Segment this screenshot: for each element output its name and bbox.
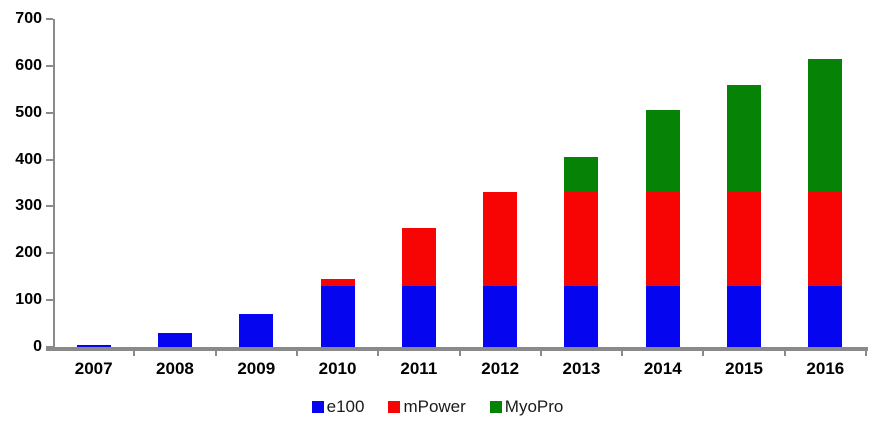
y-axis-label: 200	[15, 244, 42, 262]
x-axis-line	[46, 347, 868, 351]
x-axis-tick	[214, 351, 217, 356]
bar-2008-e100	[157, 332, 192, 347]
x-axis-tick	[539, 351, 542, 356]
bar-2015-mPower	[727, 192, 762, 287]
y-axis-tick	[46, 205, 53, 208]
bar-2015-e100	[727, 286, 762, 347]
bar-2014-e100	[645, 286, 680, 347]
y-axis-label: 0	[33, 338, 42, 355]
y-axis-line	[53, 19, 55, 347]
bar-2010-mPower	[320, 279, 355, 287]
bar-2014-mPower	[645, 192, 680, 287]
x-axis-label-2012: 2012	[481, 359, 520, 378]
legend-item-mPower: mPower	[388, 397, 466, 417]
x-axis-label-2010: 2010	[318, 359, 357, 378]
x-axis-label-2009: 2009	[237, 359, 276, 378]
y-axis-tick	[46, 252, 53, 255]
bar-2009-e100	[239, 314, 274, 347]
bar-2012-e100	[483, 286, 518, 347]
y-axis-label: 700	[15, 10, 42, 27]
y-axis-label: 300	[15, 197, 42, 215]
x-axis-label-2011: 2011	[400, 359, 438, 378]
bar-2016-MyoPro	[808, 58, 843, 193]
legend-item-MyoPro: MyoPro	[489, 397, 564, 417]
legend-label-mPower: mPower	[403, 397, 466, 416]
bar-2013-e100	[564, 286, 599, 347]
bar-2013-MyoPro	[564, 157, 599, 193]
x-axis-tick	[783, 351, 786, 356]
legend-label-e100: e100	[326, 397, 365, 416]
bar-2012-mPower	[483, 192, 518, 287]
y-axis-label: 400	[15, 150, 42, 168]
y-axis-tick	[46, 299, 53, 302]
y-axis-tick	[46, 111, 53, 114]
x-axis-tick	[377, 351, 380, 356]
bar-2013-mPower	[564, 192, 599, 287]
y-axis-tick	[46, 18, 53, 20]
x-axis-tick	[702, 351, 705, 356]
bar-2015-MyoPro	[727, 84, 762, 193]
bar-2014-MyoPro	[645, 110, 680, 193]
y-axis-label: 100	[15, 291, 42, 309]
bar-2011-e100	[401, 286, 436, 347]
x-axis-tick	[133, 351, 136, 356]
legend-item-e100: e100	[311, 397, 365, 417]
bar-2010-e100	[320, 286, 355, 347]
bar-2007-e100	[76, 344, 111, 347]
x-axis-label-2013: 2013	[562, 359, 601, 378]
bar-2016-e100	[808, 286, 843, 347]
y-axis-label: 500	[15, 103, 42, 121]
chart-legend: e100 mPower MyoPro	[0, 395, 875, 419]
x-axis-label-2007: 2007	[74, 359, 113, 378]
x-axis-tick	[621, 351, 624, 356]
legend-swatch-mPower	[388, 401, 401, 413]
x-axis-tick	[865, 351, 867, 356]
y-axis-tick	[46, 158, 53, 161]
bar-2016-mPower	[808, 192, 843, 287]
legend-swatch-e100	[311, 401, 324, 413]
x-axis-label-2016: 2016	[806, 359, 845, 378]
legend-label-MyoPro: MyoPro	[504, 397, 564, 416]
x-axis-tick	[458, 351, 461, 356]
x-axis-label-2014: 2014	[643, 359, 682, 378]
legend-swatch-MyoPro	[489, 401, 502, 413]
bar-2011-mPower	[401, 227, 436, 287]
y-axis-tick	[46, 64, 53, 67]
x-axis-tick	[295, 351, 298, 356]
x-axis-label-2008: 2008	[156, 359, 194, 378]
y-axis-label: 600	[15, 56, 42, 74]
x-axis-label-2015: 2015	[725, 359, 763, 378]
